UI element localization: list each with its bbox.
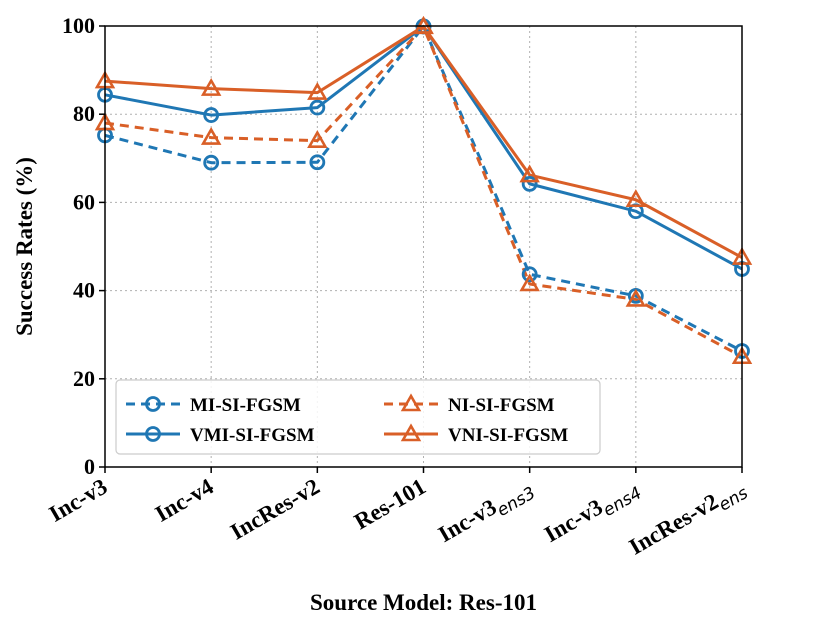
point-mi-si-fgsm-4 bbox=[521, 266, 538, 283]
point-ni-si-fgsm-4 bbox=[519, 273, 540, 292]
x-tick-label-1: Inc-v4 bbox=[151, 473, 218, 526]
legend-label-mi-si-fgsm: MI-SI-FGSM bbox=[190, 395, 301, 416]
y-axis-ticks: 0 20 40 60 80 100 bbox=[62, 13, 105, 479]
x-tick-label-main-5: Inc-v3 bbox=[540, 494, 607, 547]
x-tick-label-main-4: Inc-v3 bbox=[434, 494, 501, 547]
point-vmi-si-fgsm-2 bbox=[309, 99, 326, 116]
y-axis-title: Success Rates (%) bbox=[12, 157, 37, 336]
legend-marker-mi-si-fgsm bbox=[145, 396, 161, 412]
x-tick-label-3: Res-101 bbox=[350, 474, 430, 535]
legend: MI-SI-FGSM NI-SI-FGSM VMI-SI-FGSM VNI-SI-FG… bbox=[115, 379, 601, 455]
series-line-mi-si-fgsm bbox=[104, 24, 743, 353]
legend-box bbox=[115, 379, 601, 455]
legend-marker-vni-si-fgsm bbox=[400, 423, 422, 442]
legend-marker-ni-si-fgsm bbox=[400, 393, 422, 412]
y-tick-label-2: 40 bbox=[73, 278, 95, 303]
y-tick-label-5: 100 bbox=[62, 13, 95, 38]
y-tick-label-4: 80 bbox=[73, 101, 95, 126]
x-tick-label-2: IncRes-v2 bbox=[226, 474, 324, 545]
legend-label-vmi-si-fgsm: VMI-SI-FGSM bbox=[190, 425, 315, 446]
x-tick-label-main-2: IncRes-v2 bbox=[226, 474, 324, 545]
point-ni-si-fgsm-5 bbox=[625, 288, 647, 307]
point-vni-si-fgsm-1 bbox=[200, 78, 222, 96]
legend-marker-vmi-si-fgsm bbox=[145, 426, 161, 442]
y-tick-label-3: 60 bbox=[73, 189, 95, 214]
point-vmi-si-fgsm-1 bbox=[203, 107, 220, 123]
x-tick-label-main-1: Inc-v4 bbox=[151, 473, 218, 526]
y-tick-label-0: 0 bbox=[84, 454, 95, 479]
point-ni-si-fgsm-1 bbox=[200, 126, 222, 145]
x-tick-label-main-0: Inc-v3 bbox=[45, 474, 112, 527]
point-vmi-si-fgsm-4 bbox=[521, 175, 538, 192]
point-vni-si-fgsm-4 bbox=[519, 164, 540, 183]
point-vni-si-fgsm-5 bbox=[625, 189, 647, 208]
legend-label-ni-si-fgsm: NI-SI-FGSM bbox=[448, 395, 555, 416]
point-vni-si-fgsm-2 bbox=[307, 81, 328, 100]
x-tick-label-4: Inc-v3ens3 bbox=[434, 474, 539, 553]
y-tick-label-1: 20 bbox=[73, 366, 95, 391]
point-ni-si-fgsm-2 bbox=[307, 130, 328, 148]
x-tick-label-0: Inc-v3 bbox=[45, 474, 112, 527]
x-tick-label-sub-5: ens4 bbox=[600, 483, 645, 521]
x-tick-label-sub-4: ens3 bbox=[494, 483, 539, 521]
x-axis-ticks: Inc-v3 Inc-v4 IncRes-v2 Res-101 Inc-v3ens3 In… bbox=[45, 467, 752, 565]
x-tick-label-6: IncRes-v2ens bbox=[625, 474, 752, 565]
x-tick-label-main-3: Res-101 bbox=[350, 474, 430, 535]
legend-label-vni-si-fgsm: VNI-SI-FGSM bbox=[448, 425, 568, 446]
point-mi-si-fgsm-1 bbox=[203, 154, 220, 171]
point-mi-si-fgsm-2 bbox=[309, 154, 326, 171]
x-axis-title: Source Model: Res-101 bbox=[310, 590, 537, 615]
